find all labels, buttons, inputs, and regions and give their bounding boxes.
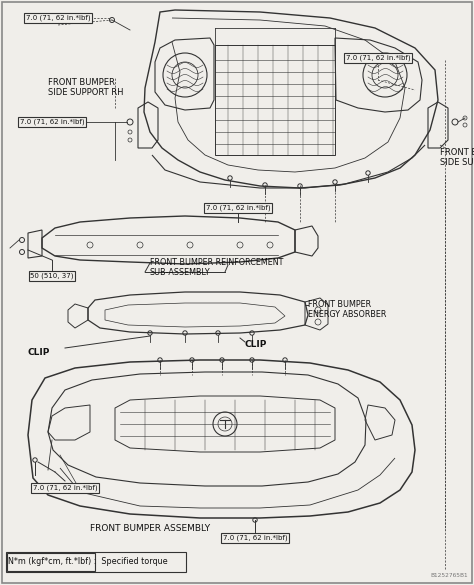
Text: FRONT BUMPER
SIDE SUPPORT RH: FRONT BUMPER SIDE SUPPORT RH	[48, 78, 124, 97]
Text: FRONT BUMPER
SIDE SUPPORT LH: FRONT BUMPER SIDE SUPPORT LH	[440, 148, 474, 167]
Text: N*m (kgf*cm, ft.*lbf) :  Specified torque: N*m (kgf*cm, ft.*lbf) : Specified torque	[8, 558, 168, 566]
Text: 7.0 (71, 62 in.*lbf): 7.0 (71, 62 in.*lbf)	[20, 119, 84, 125]
Text: 7.0 (71, 62 in.*lbf): 7.0 (71, 62 in.*lbf)	[346, 55, 410, 61]
Text: 50 (510, 37): 50 (510, 37)	[30, 273, 74, 279]
Text: 7.0 (71, 62 in.*lbf): 7.0 (71, 62 in.*lbf)	[26, 15, 91, 21]
Text: 7.0 (71, 62 in.*lbf): 7.0 (71, 62 in.*lbf)	[223, 535, 287, 541]
Text: B1252765B1: B1252765B1	[430, 573, 468, 578]
Text: CLIP: CLIP	[245, 340, 267, 349]
Text: 7.0 (71, 62 in.*lbf): 7.0 (71, 62 in.*lbf)	[206, 205, 270, 211]
Text: CLIP: CLIP	[28, 348, 50, 357]
Text: FRONT BUMPER REINFORCEMENT
SUB-ASSEMBLY: FRONT BUMPER REINFORCEMENT SUB-ASSEMBLY	[150, 258, 283, 277]
Text: FRONT BUMPER
ENERGY ABSORBER: FRONT BUMPER ENERGY ABSORBER	[308, 300, 386, 319]
FancyBboxPatch shape	[6, 552, 186, 572]
Text: 7.0 (71, 62 in.*lbf): 7.0 (71, 62 in.*lbf)	[33, 485, 97, 491]
Text: FRONT BUMPER ASSEMBLY: FRONT BUMPER ASSEMBLY	[90, 524, 210, 533]
FancyBboxPatch shape	[7, 553, 95, 571]
